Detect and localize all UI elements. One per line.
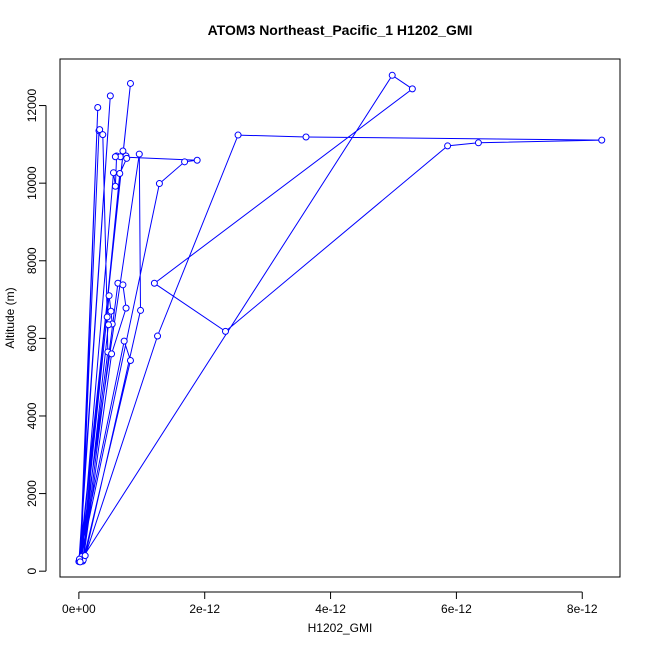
y-tick-label: 2000 bbox=[25, 480, 39, 507]
x-tick-label: 8e-12 bbox=[567, 602, 598, 616]
data-point bbox=[599, 137, 605, 143]
data-point bbox=[303, 134, 309, 140]
data-point bbox=[123, 305, 129, 311]
data-point bbox=[77, 559, 83, 565]
data-point bbox=[127, 357, 133, 363]
data-point bbox=[138, 307, 144, 313]
data-point bbox=[156, 181, 162, 187]
data-point bbox=[475, 140, 481, 146]
data-point bbox=[112, 183, 118, 189]
data-point bbox=[445, 143, 451, 149]
y-tick-label: 10000 bbox=[25, 166, 39, 200]
y-tick-label: 6000 bbox=[25, 325, 39, 352]
data-point bbox=[120, 282, 126, 288]
x-tick-label: 4e-12 bbox=[315, 602, 346, 616]
data-point bbox=[136, 151, 142, 157]
data-point bbox=[194, 157, 200, 163]
x-axis-label: H1202_GMI bbox=[308, 621, 373, 635]
data-point bbox=[107, 93, 113, 99]
data-point bbox=[104, 314, 110, 320]
data-point bbox=[155, 333, 161, 339]
data-point bbox=[117, 170, 123, 176]
y-tick-label: 0 bbox=[25, 568, 39, 575]
y-tick-label: 12000 bbox=[25, 89, 39, 123]
data-point bbox=[389, 72, 395, 78]
data-point bbox=[182, 159, 188, 165]
data-point bbox=[110, 170, 116, 176]
x-tick-label: 0e+00 bbox=[62, 602, 96, 616]
y-tick-label: 8000 bbox=[25, 247, 39, 274]
data-point bbox=[82, 553, 88, 559]
chart-title: ATOM3 Northeast_Pacific_1 H1202_GMI bbox=[208, 22, 473, 38]
data-point bbox=[105, 322, 111, 328]
data-point bbox=[235, 132, 241, 138]
data-point bbox=[95, 105, 101, 111]
data-point bbox=[124, 155, 130, 161]
x-tick-label: 6e-12 bbox=[441, 602, 472, 616]
data-point bbox=[121, 338, 127, 344]
data-point bbox=[222, 328, 228, 334]
data-point bbox=[112, 154, 118, 160]
data-point bbox=[100, 132, 106, 138]
y-tick-label: 4000 bbox=[25, 402, 39, 429]
data-point bbox=[409, 86, 415, 92]
data-point bbox=[127, 80, 133, 86]
data-point bbox=[108, 308, 114, 314]
data-point bbox=[109, 351, 115, 357]
data-point bbox=[106, 293, 112, 299]
data-point bbox=[151, 280, 157, 286]
y-axis-label: Altitude (m) bbox=[3, 287, 17, 348]
x-tick-label: 2e-12 bbox=[189, 602, 220, 616]
